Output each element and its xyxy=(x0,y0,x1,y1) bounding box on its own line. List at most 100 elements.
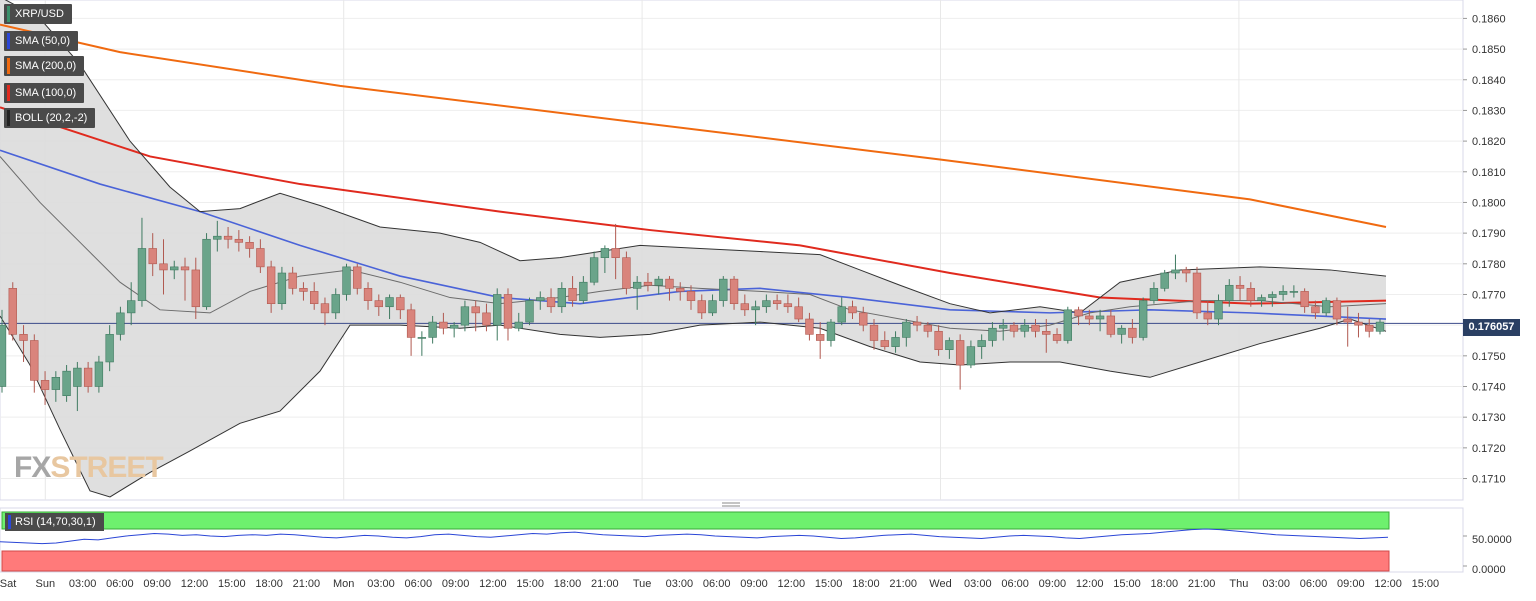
legend-sma200[interactable]: SMA (200,0) xyxy=(4,56,85,76)
candle xyxy=(1063,309,1072,341)
series-line-boll-upper xyxy=(4,0,1387,314)
candle xyxy=(654,278,663,286)
candle xyxy=(665,278,674,289)
y-tick-label: 0.1770 xyxy=(1472,289,1506,301)
candle xyxy=(1138,300,1148,338)
y-tick-label: 0.1860 xyxy=(1472,13,1506,25)
candle xyxy=(1300,291,1309,308)
series-line-boll-lower xyxy=(0,315,1387,498)
candle xyxy=(1235,284,1245,289)
x-tick-label: Tue xyxy=(633,578,652,590)
candle xyxy=(848,306,857,314)
color-swatch xyxy=(8,515,11,529)
candle xyxy=(245,242,254,249)
candle xyxy=(30,340,39,381)
candle xyxy=(676,288,685,292)
x-tick-label: 12:00 xyxy=(778,578,806,590)
candle xyxy=(1268,294,1277,298)
rsi-overbought-band xyxy=(1,511,1390,530)
candle xyxy=(1225,284,1234,301)
candle xyxy=(288,272,297,289)
candle xyxy=(805,318,814,335)
candle xyxy=(94,361,104,387)
candle xyxy=(934,330,943,350)
candle xyxy=(1031,324,1040,332)
candle xyxy=(999,324,1008,329)
rsi-legend[interactable]: RSI (14,70,30,1) xyxy=(5,513,104,531)
x-tick-label: Thu xyxy=(1229,578,1248,590)
y-tick-label: 0.1840 xyxy=(1472,75,1506,87)
candle xyxy=(213,235,222,240)
x-tick-label: 15:00 xyxy=(1113,578,1141,590)
candle xyxy=(1020,324,1029,332)
candle xyxy=(493,294,502,326)
x-tick-label: 03:00 xyxy=(367,578,395,590)
legend-sma100[interactable]: SMA (100,0) xyxy=(4,83,85,103)
y-tick-label: 0.1790 xyxy=(1472,228,1506,240)
color-swatch xyxy=(7,85,10,101)
candle xyxy=(912,321,922,326)
x-tick-label: 03:00 xyxy=(666,578,694,590)
x-tick-label: 21:00 xyxy=(591,578,619,590)
x-tick-label: 18:00 xyxy=(1151,578,1179,590)
candle xyxy=(127,300,136,314)
candle xyxy=(482,312,491,326)
candle xyxy=(902,321,911,338)
candle xyxy=(762,300,771,308)
x-tick-label: 06:00 xyxy=(1300,578,1328,590)
legend-label: SMA (200,0) xyxy=(15,60,77,72)
candle xyxy=(859,312,868,326)
candle xyxy=(977,340,986,347)
candle xyxy=(170,266,179,271)
candle xyxy=(148,248,157,265)
candle xyxy=(1321,300,1331,314)
candle xyxy=(223,235,233,240)
candle xyxy=(417,337,427,339)
x-tick-label: 15:00 xyxy=(218,578,246,590)
candle xyxy=(191,269,200,308)
candle xyxy=(342,266,351,295)
color-swatch xyxy=(7,58,10,74)
x-tick-label: 18:00 xyxy=(255,578,283,590)
candle xyxy=(1375,321,1385,332)
candle xyxy=(1009,324,1019,332)
candle xyxy=(180,266,190,271)
candle xyxy=(385,297,394,308)
x-tick-label: Wed xyxy=(929,578,951,590)
candle xyxy=(1085,315,1094,320)
x-tick-label: Sat xyxy=(0,578,16,590)
candle xyxy=(299,288,308,292)
candle xyxy=(514,321,523,329)
series-line-sma-200-0- xyxy=(0,23,1387,228)
x-tick-label: 09:00 xyxy=(1039,578,1067,590)
candle xyxy=(1106,315,1116,335)
y-tick-label: 0.1730 xyxy=(1472,412,1506,424)
candle xyxy=(331,294,340,314)
candle xyxy=(955,340,965,366)
candle xyxy=(1354,321,1363,326)
current-price-tag: 0.176057 xyxy=(1463,319,1520,336)
candle xyxy=(1149,288,1159,301)
y-tick-label: 0.1850 xyxy=(1472,44,1506,56)
color-swatch xyxy=(7,33,10,49)
candle xyxy=(1182,269,1191,274)
candle xyxy=(988,327,997,341)
fxstreet-logo: FXSTREET xyxy=(14,451,164,484)
candle xyxy=(719,278,728,301)
x-tick-label: 09:00 xyxy=(1337,578,1365,590)
candle xyxy=(363,288,373,301)
x-tick-label: 09:00 xyxy=(740,578,768,590)
rsi-oversold-band xyxy=(1,550,1390,572)
candle xyxy=(1257,297,1266,301)
candle xyxy=(1214,300,1223,320)
candle xyxy=(353,266,362,289)
y-tick-label: 0.1820 xyxy=(1472,136,1506,148)
x-tick-label: 21:00 xyxy=(889,578,917,590)
legend-sma50[interactable]: SMA (50,0) xyxy=(4,31,79,51)
legend-xrpusd[interactable]: XRP/USD xyxy=(4,4,72,24)
x-tick-label: 15:00 xyxy=(516,578,544,590)
legend-boll[interactable]: BOLL (20,2,-2) xyxy=(4,108,96,128)
y-tick-label: 0.1830 xyxy=(1472,105,1506,117)
legend-label: BOLL (20,2,-2) xyxy=(15,112,88,124)
candle xyxy=(622,257,631,289)
